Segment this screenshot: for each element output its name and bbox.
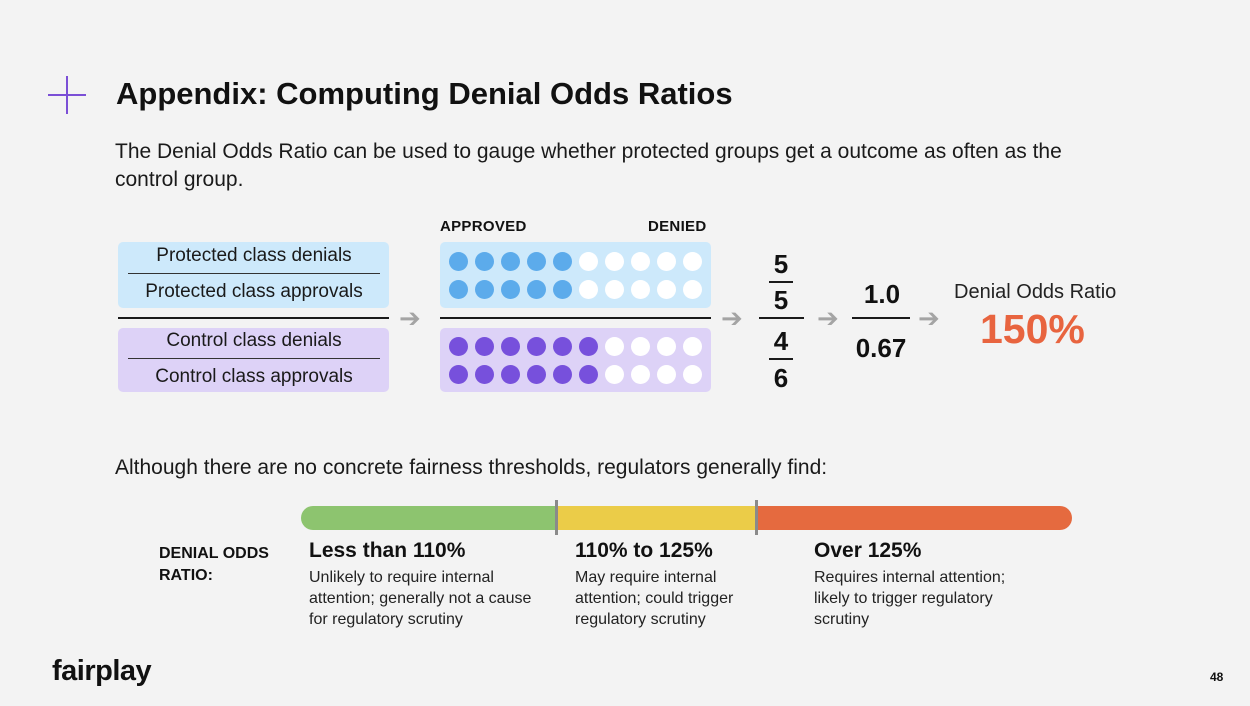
control-dot-filled [527, 365, 546, 384]
control-dot-empty [657, 365, 676, 384]
page-title: Appendix: Computing Denial Odds Ratios [116, 76, 733, 111]
control-dot-filled [579, 365, 598, 384]
range-title: 110% to 125% [575, 539, 713, 562]
range-title: Over 125% [814, 539, 922, 562]
protected-dot-empty [605, 252, 624, 271]
plus-icon [48, 76, 86, 114]
protected-dot-empty [631, 252, 650, 271]
protected-dot-filled [501, 280, 520, 299]
protected-denials-label: Protected class denials [156, 245, 352, 266]
protected-dot-filled [553, 252, 572, 271]
intro-text: The Denial Odds Ratio can be used to gau… [115, 140, 1062, 191]
control-dot-filled [501, 337, 520, 356]
control-dot-empty [683, 365, 702, 384]
control-dot-empty [631, 337, 650, 356]
control-dot-filled [449, 365, 468, 384]
control-dot-filled [475, 337, 494, 356]
protected-dot-filled [475, 280, 494, 299]
threshold-intro: Although there are no concrete fairness … [115, 456, 828, 479]
protected-dot-empty [683, 252, 702, 271]
fairplay-logo: fairplay [52, 655, 152, 687]
main-fraction-divider [759, 317, 804, 319]
protected-dot-row-2 [449, 280, 702, 299]
result-value: 150% [980, 306, 1085, 352]
control-approvals-label: Control class approvals [155, 366, 353, 387]
fraction2-bottom: 6 [773, 363, 789, 393]
threshold-tick [555, 500, 558, 535]
protected-dot-empty [657, 252, 676, 271]
range-title: Less than 110% [309, 539, 466, 562]
protected-dot-empty [579, 280, 598, 299]
ratio-bottom: 0.67 [855, 333, 907, 363]
control-dot-filled [553, 337, 572, 356]
ratio-label-line1: DENIAL ODDS [159, 545, 269, 562]
control-dot-filled [501, 365, 520, 384]
denied-header: DENIED [648, 218, 707, 235]
control-dot-empty [631, 365, 650, 384]
range-description: Unlikely to require internal attention; … [309, 569, 532, 628]
range-description: May require internal attention; could tr… [575, 569, 734, 628]
protected-dot-empty [605, 280, 624, 299]
protected-dot-filled [475, 252, 494, 271]
protected-dot-filled [527, 280, 546, 299]
protected-dot-filled [527, 252, 546, 271]
ratio-label: DENIAL ODDS RATIO: [159, 543, 269, 587]
range-description: Requires internal attention; likely to t… [814, 569, 1006, 628]
fraction1-bottom: 5 [773, 285, 789, 315]
control-dot-filled [527, 337, 546, 356]
protected-dot-empty [657, 280, 676, 299]
control-dot-row-1 [449, 337, 702, 356]
range-bar-orange [757, 506, 1072, 530]
control-dot-filled [553, 365, 572, 384]
protected-dot-filled [449, 252, 468, 271]
control-dot-filled [475, 365, 494, 384]
protected-dot-filled [501, 252, 520, 271]
arrow-right-icon: ➔ [399, 303, 421, 333]
protected-dot-empty [579, 252, 598, 271]
fraction2-bar [769, 358, 793, 360]
protected-dot-empty [631, 280, 650, 299]
arrow-right-icon: ➔ [918, 303, 940, 333]
range-bar-yellow [557, 506, 757, 530]
control-dot-empty [657, 337, 676, 356]
control-dot-empty [605, 365, 624, 384]
ratio-label-line2: RATIO: [159, 567, 213, 584]
threshold-tick [755, 500, 758, 535]
arrow-right-icon: ➔ [817, 303, 839, 333]
fraction-divider [118, 317, 389, 319]
fraction2-top: 4 [773, 326, 789, 356]
protected-dot-row-1 [449, 252, 702, 271]
page-number: 48 [1210, 670, 1224, 684]
protected-dot-empty [683, 280, 702, 299]
control-dot-row-2 [449, 365, 702, 384]
fraction1-top: 5 [773, 249, 789, 279]
approved-header: APPROVED [440, 218, 527, 235]
control-dot-empty [683, 337, 702, 356]
control-denials-label: Control class denials [166, 330, 342, 351]
result-label: Denial Odds Ratio [954, 281, 1117, 303]
protected-approvals-label: Protected class approvals [145, 281, 363, 302]
ratio-divider [852, 317, 910, 319]
protected-dot-filled [553, 280, 572, 299]
dot-divider [440, 317, 711, 319]
ratio-top: 1.0 [863, 279, 901, 309]
control-dot-filled [449, 337, 468, 356]
control-dot-filled [579, 337, 598, 356]
protected-dot-filled [449, 280, 468, 299]
control-dot-empty [605, 337, 624, 356]
fraction1-bar [769, 281, 793, 283]
arrow-right-icon: ➔ [721, 303, 743, 333]
range-bar-green [301, 506, 557, 530]
